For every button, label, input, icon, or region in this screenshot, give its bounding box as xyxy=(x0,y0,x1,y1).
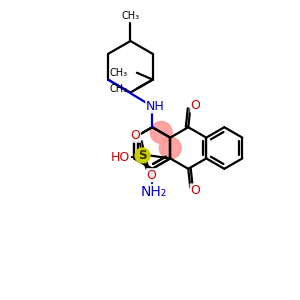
Text: NH: NH xyxy=(146,100,165,113)
Text: S: S xyxy=(138,149,147,162)
Circle shape xyxy=(135,148,150,163)
Text: O: O xyxy=(146,169,156,182)
Text: O: O xyxy=(190,184,200,197)
Circle shape xyxy=(150,122,172,143)
Text: NH₂: NH₂ xyxy=(141,184,167,199)
Text: HO: HO xyxy=(111,151,130,164)
Text: CH₃: CH₃ xyxy=(122,11,140,21)
Text: CH₃: CH₃ xyxy=(110,68,128,78)
Circle shape xyxy=(159,137,181,159)
Text: O: O xyxy=(130,129,140,142)
Text: O: O xyxy=(190,99,200,112)
Text: CH₃: CH₃ xyxy=(110,84,128,94)
